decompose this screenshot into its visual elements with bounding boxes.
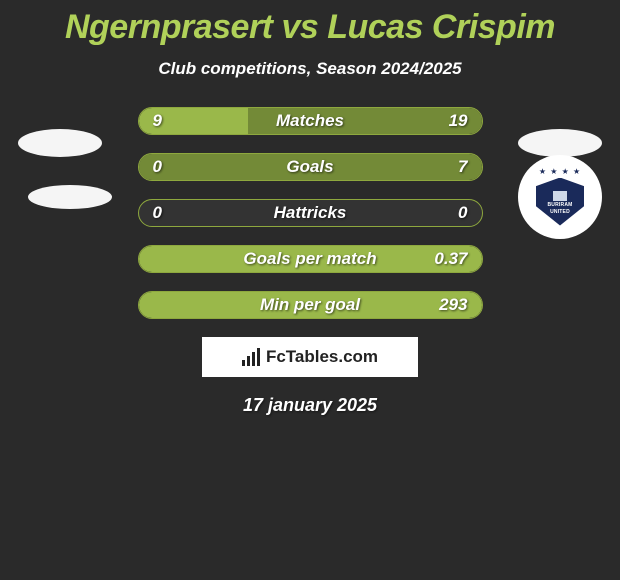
placeholder-ellipse-icon xyxy=(18,129,102,157)
stat-row: Min per goal 293 xyxy=(138,291,483,319)
stat-row: 0 Hattricks 0 xyxy=(138,199,483,227)
player2-club-badge: ★ ★ ★ ★ BURIRAM UNITED xyxy=(518,155,602,239)
placeholder-ellipse-icon xyxy=(518,129,602,157)
stat-right-value: 0 xyxy=(458,203,467,223)
date-label: 17 january 2025 xyxy=(0,395,620,416)
stat-left-value: 9 xyxy=(153,111,162,131)
badge-stars-icon: ★ ★ ★ ★ xyxy=(539,167,581,176)
branding-badge: FcTables.com xyxy=(202,337,418,377)
comparison-chart: ★ ★ ★ ★ BURIRAM UNITED 9 Matches 19 0 Goals 7… xyxy=(0,107,620,319)
branding-text: FcTables.com xyxy=(266,347,378,367)
stat-name: Matches xyxy=(276,111,344,131)
stat-left-value: 0 xyxy=(153,157,162,177)
badge-shield-icon: BURIRAM UNITED xyxy=(536,178,584,226)
stat-right-value: 0.37 xyxy=(434,249,467,269)
branding-chart-icon xyxy=(242,348,260,366)
stat-row: Goals per match 0.37 xyxy=(138,245,483,273)
page-subtitle: Club competitions, Season 2024/2025 xyxy=(0,59,620,79)
stat-name: Goals per match xyxy=(243,249,376,269)
stat-name: Hattricks xyxy=(274,203,347,223)
stat-row: 0 Goals 7 xyxy=(138,153,483,181)
player1-logo-2 xyxy=(28,155,112,239)
stat-right-value: 19 xyxy=(449,111,468,131)
stat-name: Goals xyxy=(286,157,333,177)
stat-left-value: 0 xyxy=(153,203,162,223)
page-title: Ngernprasert vs Lucas Crispim xyxy=(0,0,620,47)
badge-text-1: BURIRAM xyxy=(547,202,572,208)
badge-text-2: UNITED xyxy=(550,209,570,215)
stat-right-value: 7 xyxy=(458,157,467,177)
stat-row: 9 Matches 19 xyxy=(138,107,483,135)
stat-right-value: 293 xyxy=(439,295,467,315)
placeholder-ellipse-icon xyxy=(28,185,112,209)
stat-name: Min per goal xyxy=(260,295,360,315)
